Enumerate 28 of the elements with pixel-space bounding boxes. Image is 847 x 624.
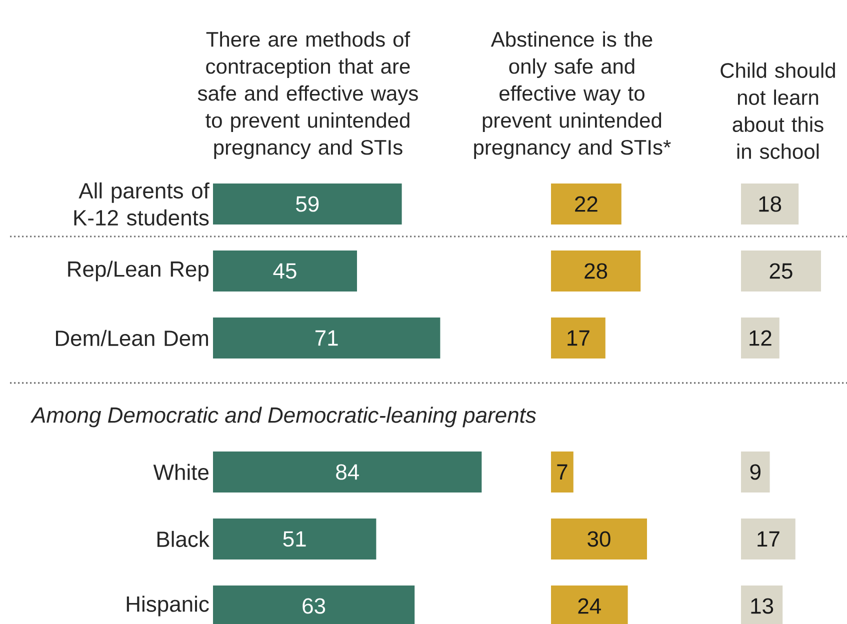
chart-title: Abstinence is the only safe and effective way to prevent unintended pregnancy and STIs*	[474, 31, 671, 159]
data-label: 59	[296, 196, 319, 212]
y-tick-label: Rep/Lean Rep	[68, 260, 209, 282]
chart-title: Child should not learn about this in school	[720, 62, 835, 159]
data-label: 22	[575, 196, 598, 212]
y-tick-label: White	[153, 464, 208, 480]
data-label: 17	[568, 330, 590, 346]
annotation: Among Democratic and Democratic-leaning parents	[30, 406, 536, 428]
data-label: 63	[302, 598, 326, 614]
data-label: 12	[750, 330, 772, 346]
data-label: 9	[750, 464, 760, 480]
chart-title: There are methods of contraception that are safe and effective ways to prevent unintended pregnancy and STIs	[198, 31, 418, 159]
data-label: 25	[770, 263, 792, 279]
data-label: 13	[751, 598, 774, 614]
data-label: 84	[336, 464, 359, 480]
data-label: 28	[584, 263, 608, 279]
data-label: 7	[557, 464, 568, 480]
data-label: 24	[578, 598, 601, 614]
data-label: 30	[588, 531, 610, 547]
data-label: 71	[315, 330, 338, 346]
data-label: 18	[759, 196, 782, 212]
y-tick-label: All parents of K-12 students	[74, 182, 210, 226]
y-tick-label: Black	[157, 530, 210, 548]
data-label: 45	[273, 263, 296, 279]
data-label: 51	[283, 531, 306, 547]
y-tick-label: Dem/Lean Dem	[56, 330, 208, 346]
data-label: 17	[758, 531, 780, 547]
y-tick-label: Hispanic	[126, 596, 209, 616]
